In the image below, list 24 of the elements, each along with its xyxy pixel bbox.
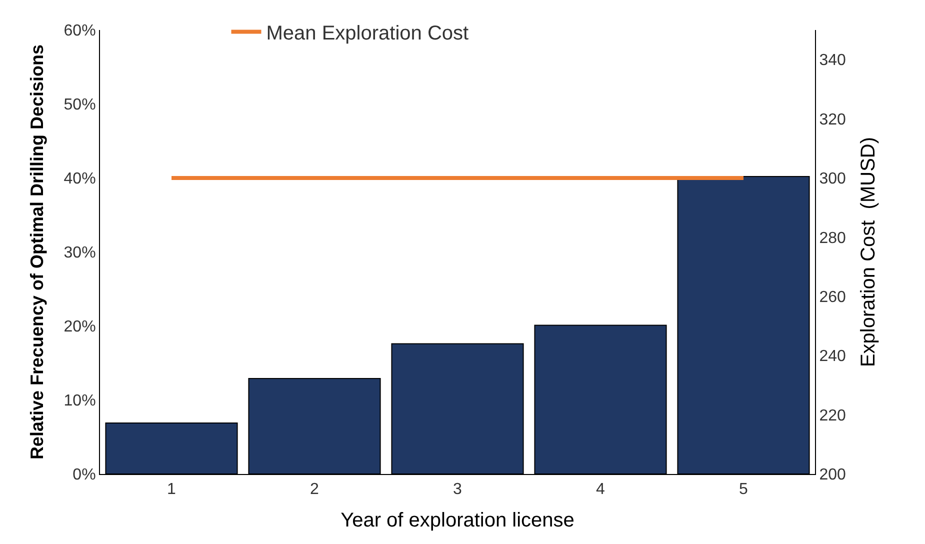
x-axis-title: Year of exploration license — [340, 510, 574, 532]
y-tick-label: 50% — [64, 96, 96, 114]
y-axis-title: Relative Frecuency of Optimal Drilling Decisions — [26, 44, 47, 460]
y2-axis-title: Exploration Cost (MUSD) — [857, 136, 880, 368]
x-tick-label: 4 — [596, 481, 606, 498]
y2-tick-label: 300 — [819, 170, 846, 188]
y2-tick-label: 200 — [819, 466, 846, 484]
y2-tick-label: 220 — [819, 407, 846, 424]
y-tick-label: 0% — [72, 466, 96, 484]
x-tick-label: 3 — [453, 481, 462, 498]
y-tick-label: 60% — [64, 22, 96, 40]
x-tick-label: 5 — [739, 481, 748, 498]
x-tick-label: 1 — [167, 481, 176, 498]
legend-label: Mean Exploration Cost — [266, 22, 470, 45]
y2-tick-label: 340 — [819, 52, 846, 70]
x-tick-label: 2 — [310, 481, 320, 498]
y-tick-label: 10% — [64, 392, 96, 410]
y2-tick-label: 260 — [819, 289, 846, 306]
y2-tick-label: 280 — [819, 230, 846, 247]
y2-tick-label: 320 — [819, 111, 846, 128]
y-tick-label: 20% — [64, 318, 96, 336]
y2-tick-label: 240 — [819, 348, 846, 366]
y-tick-label: 30% — [64, 244, 96, 262]
y-tick-label: 40% — [64, 170, 96, 188]
